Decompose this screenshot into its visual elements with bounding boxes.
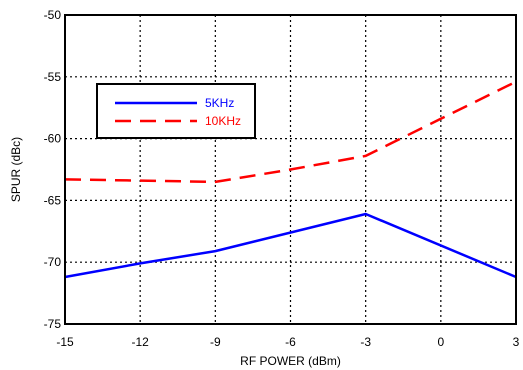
legend-label-10khz: 10KHz [205, 114, 241, 128]
grid-lines [65, 15, 516, 324]
legend-box [96, 83, 256, 139]
x-tick-label: 3 [513, 335, 520, 349]
y-tick-label: -70 [44, 255, 62, 269]
x-tick-label: -12 [131, 335, 149, 349]
x-tick-label: -3 [360, 335, 371, 349]
series-line-10khz [64, 80, 517, 184]
y-tick-label: -55 [44, 70, 62, 84]
plot-area-frame [64, 14, 517, 325]
y-tick-label: -75 [44, 317, 62, 331]
x-tick-label: -9 [210, 335, 221, 349]
y-tick-label: -65 [44, 193, 62, 207]
x-tick-label: -6 [285, 335, 296, 349]
axis-ticks: -15 -12 -9 -6 -3 0 3 -50 -55 -60 -65 -70 -75 [44, 8, 520, 349]
legend-label-5khz: 5KHz [205, 96, 234, 110]
x-axis-label: RF POWER (dBm) [240, 354, 341, 368]
y-axis-label: SPUR (dBc) [9, 137, 23, 202]
y-tick-label: -50 [44, 8, 62, 22]
series-lines [64, 80, 517, 279]
y-tick-label: -60 [44, 132, 62, 146]
series-line-5khz [64, 212, 517, 279]
x-tick-label: 0 [437, 335, 444, 349]
x-tick-label: -15 [56, 335, 74, 349]
legend: 5KHz 10KHz [96, 83, 256, 139]
